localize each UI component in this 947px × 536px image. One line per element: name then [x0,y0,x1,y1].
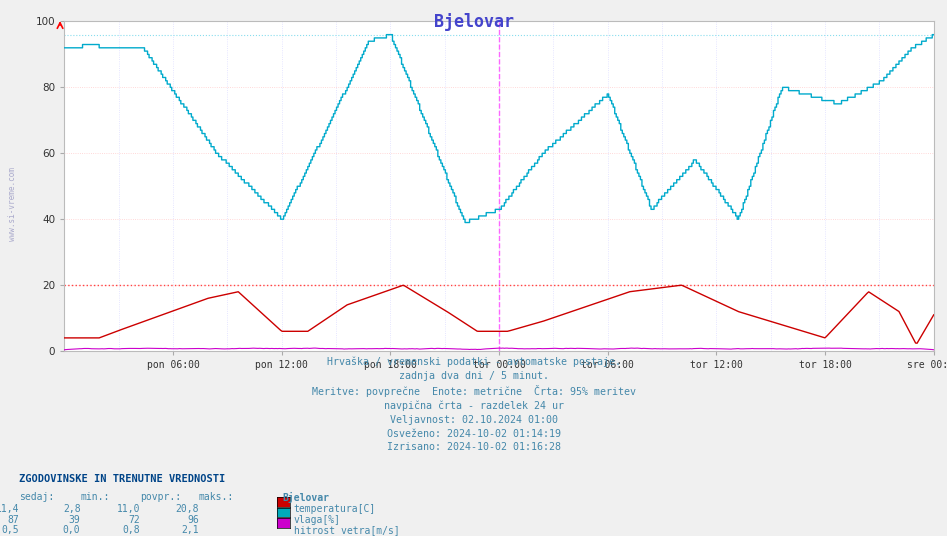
Text: 39: 39 [69,515,80,525]
Text: hitrost vetra[m/s]: hitrost vetra[m/s] [294,525,400,535]
Text: 2,8: 2,8 [63,504,80,514]
Text: www.si-vreme.com: www.si-vreme.com [8,167,17,241]
Text: 0,8: 0,8 [122,525,140,535]
Text: temperatura[C]: temperatura[C] [294,504,376,514]
Text: 20,8: 20,8 [175,504,199,514]
Text: povpr.:: povpr.: [140,492,181,502]
Text: maks.:: maks.: [199,492,234,502]
Text: 96: 96 [188,515,199,525]
Text: sedaj:: sedaj: [19,492,54,502]
Text: 0,0: 0,0 [63,525,80,535]
Text: Bjelovar: Bjelovar [282,492,330,503]
Text: 11,4: 11,4 [0,504,19,514]
Text: Hrvaška / vremenski podatki - avtomatske postaje.
zadnja dva dni / 5 minut.
Meri: Hrvaška / vremenski podatki - avtomatske… [312,356,635,452]
Text: 72: 72 [129,515,140,525]
Text: 87: 87 [8,515,19,525]
Text: min.:: min.: [80,492,110,502]
Text: Bjelovar: Bjelovar [434,13,513,32]
Text: ZGODOVINSKE IN TRENUTNE VREDNOSTI: ZGODOVINSKE IN TRENUTNE VREDNOSTI [19,474,225,485]
Text: vlaga[%]: vlaga[%] [294,515,341,525]
Text: 11,0: 11,0 [116,504,140,514]
Text: 2,1: 2,1 [181,525,199,535]
Text: 0,5: 0,5 [1,525,19,535]
